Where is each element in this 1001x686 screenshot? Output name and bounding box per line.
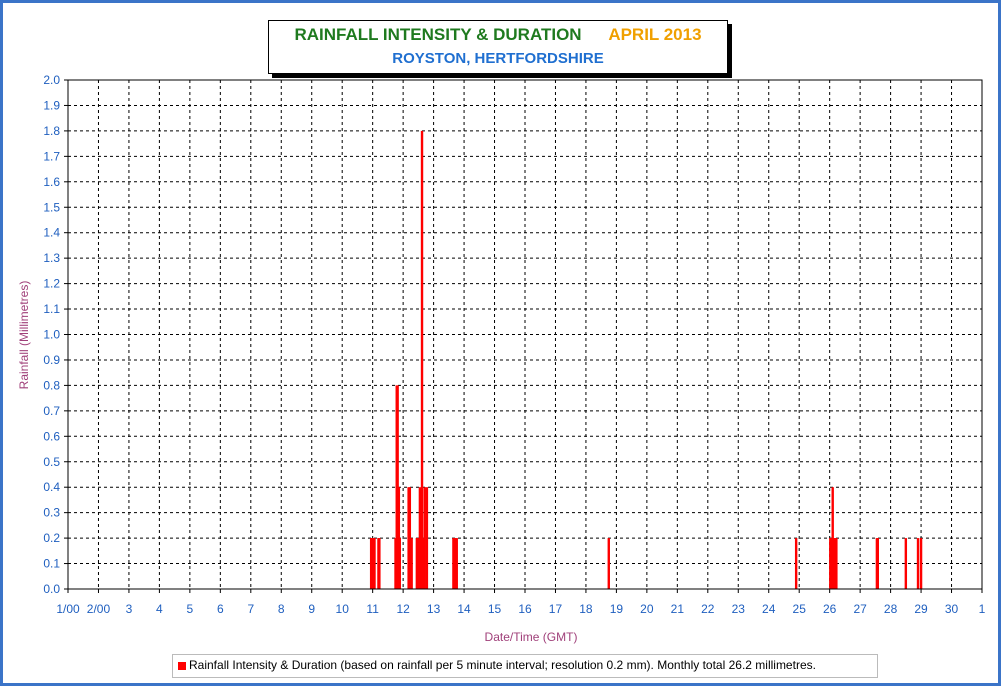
y-tick-label: 1.7 (43, 149, 60, 163)
x-tick-label: 20 (640, 602, 654, 616)
x-tick-label: 15 (488, 602, 502, 616)
x-tick-label: 24 (762, 602, 776, 616)
x-tick-label: 1 (979, 602, 986, 616)
y-tick-label: 1.4 (43, 226, 60, 240)
rain-bar (831, 487, 834, 589)
plot-border (67, 79, 983, 590)
y-tick-label: 0.5 (43, 455, 60, 469)
y-tick-label: 0.9 (43, 353, 60, 367)
x-tick-label: 26 (823, 602, 837, 616)
rain-bar (425, 487, 429, 589)
rain-bar (398, 538, 401, 589)
y-tick-label: 0.8 (43, 378, 60, 392)
x-tick-label: 3 (126, 602, 133, 616)
x-tick-label: 22 (701, 602, 715, 616)
rain-bar (829, 538, 832, 589)
rain-bar (830, 538, 833, 589)
rain-bar (420, 130, 424, 589)
y-tick-label: 1.9 (43, 98, 60, 112)
chart-title: RAINFALL INTENSITY & DURATION (294, 25, 582, 44)
x-tick-label: 8 (278, 602, 285, 616)
y-tick-label: 0.7 (43, 404, 60, 418)
rain-bar (794, 538, 798, 589)
rain-bar (373, 538, 376, 589)
y-axis-title: Rainfall (Millimetres) (17, 281, 31, 390)
x-tick-label: 7 (247, 602, 254, 616)
rain-bar (832, 538, 836, 589)
rain-bar (422, 538, 425, 589)
x-tick-label: 14 (457, 602, 471, 616)
rain-bar (394, 538, 397, 589)
x-tick-label: 4 (156, 602, 163, 616)
x-tick-label: 23 (732, 602, 746, 616)
y-tick-label: 1.6 (43, 175, 60, 189)
x-tick-label: 18 (579, 602, 593, 616)
x-tick-label: 10 (336, 602, 350, 616)
rain-bar (919, 538, 923, 589)
x-tick-label: 1/00 (56, 602, 80, 616)
rain-bar (453, 538, 456, 589)
y-tick-label: 1.5 (43, 200, 60, 214)
x-tick-label: 12 (396, 602, 410, 616)
rain-bar (835, 538, 838, 589)
x-tick-label: 2/00 (87, 602, 111, 616)
y-tick-label: 1.2 (43, 277, 60, 291)
rain-bar (410, 538, 413, 589)
x-tick-label: 30 (945, 602, 959, 616)
x-axis-title: Date/Time (GMT) (485, 630, 578, 644)
rain-bar (607, 538, 610, 589)
y-tick-label: 0.1 (43, 557, 60, 571)
x-tick-label: 29 (914, 602, 928, 616)
x-tick-label: 6 (217, 602, 224, 616)
chart-month: APRIL 2013 (608, 25, 702, 44)
rain-bar (833, 538, 837, 589)
y-tick-label: 1.1 (43, 302, 60, 316)
rain-bar (396, 385, 399, 589)
rain-bar (904, 538, 908, 589)
rain-bar (916, 538, 920, 589)
x-tick-label: 11 (366, 602, 379, 616)
x-tick-label: 9 (308, 602, 315, 616)
x-tick-labels: 1/00 2/00 3 4 5 6 7 8 9 10 11 12 13 14 15 16 17 18 19 20 21 2… (56, 602, 985, 616)
y-tick-label: 1.0 (43, 328, 60, 342)
y-tick-label: 0.4 (43, 480, 60, 494)
chart-title-box: RAINFALL INTENSITY & DURATION APRIL 2013… (268, 20, 728, 74)
y-tick-label: 0.6 (43, 429, 60, 443)
rain-bar (408, 487, 412, 589)
y-tick-label: 2.0 (43, 73, 60, 87)
rain-bar (378, 538, 381, 589)
legend-swatch (178, 662, 186, 670)
rain-bar (876, 538, 880, 589)
title-line: RAINFALL INTENSITY & DURATION APRIL 2013 (269, 25, 727, 45)
x-tick-label: 13 (427, 602, 441, 616)
rain-bar (423, 487, 426, 589)
rain-bar (455, 538, 458, 589)
rain-bar (454, 538, 457, 589)
y-tick-label: 1.3 (43, 251, 60, 265)
x-tick-label: 21 (671, 602, 685, 616)
legend: Rainfall Intensity & Duration (based on … (172, 654, 878, 678)
rain-bar (407, 487, 410, 589)
y-tick-labels: 0.0 0.1 0.2 0.3 0.4 0.5 0.6 0.7 0.8 0.9 1.0 1.1 1.2 1… (43, 73, 60, 596)
grid (68, 79, 983, 589)
rain-bar (415, 538, 419, 589)
x-tick-label: 16 (518, 602, 532, 616)
rain-bar (418, 487, 422, 589)
axes (64, 79, 983, 593)
y-tick-label: 1.8 (43, 124, 60, 138)
bars (369, 130, 923, 589)
x-tick-label: 19 (610, 602, 624, 616)
x-tick-label: 17 (549, 602, 563, 616)
x-tick-label: 28 (884, 602, 898, 616)
x-tick-label: 27 (853, 602, 867, 616)
x-tick-label: 5 (187, 602, 194, 616)
y-tick-label: 0.0 (43, 582, 60, 596)
chart-location: ROYSTON, HERTFORDSHIRE (392, 50, 604, 67)
y-tick-label: 0.2 (43, 531, 60, 545)
rain-bar (417, 538, 420, 589)
x-tick-label: 25 (793, 602, 807, 616)
legend-label: Rainfall Intensity & Duration (based on … (189, 658, 816, 672)
y-tick-label: 0.3 (43, 506, 60, 520)
